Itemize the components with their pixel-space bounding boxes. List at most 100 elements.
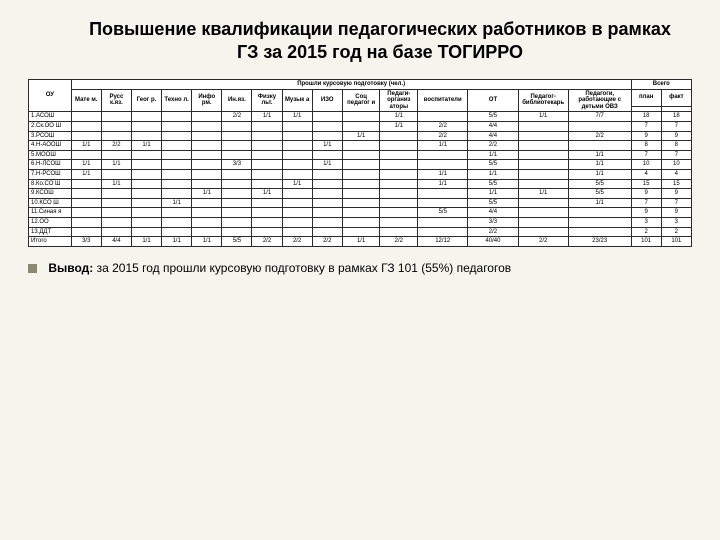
cell [222, 198, 252, 208]
plan-cell: 18 [631, 112, 661, 122]
table-head: ОУ Прошли курсовую подготовку (чел.) Все… [29, 80, 692, 112]
plan-cell: 3 [631, 217, 661, 227]
row-label: 11.Синая я [29, 208, 72, 218]
cell [282, 169, 312, 179]
table-row: 1.АСОШ2/21/11/11/15/51/17/71818 [29, 112, 692, 122]
cell [342, 227, 380, 237]
cell [162, 141, 192, 151]
cell: 5/5 [468, 112, 518, 122]
cell: 1/1 [342, 237, 380, 247]
cell: 3/3 [468, 217, 518, 227]
cell [162, 189, 192, 199]
cell: 2/2 [252, 237, 282, 247]
cell [131, 217, 161, 227]
cell [252, 160, 282, 170]
cell: 1/1 [71, 160, 101, 170]
table-row: Итого3/34/41/11/11/15/52/22/22/21/12/212… [29, 237, 692, 247]
th-c6: Физку льт. [252, 89, 282, 112]
cell [418, 227, 468, 237]
cell [252, 208, 282, 218]
cell [282, 217, 312, 227]
cell [380, 198, 418, 208]
cell [312, 112, 342, 122]
cell [282, 150, 312, 160]
cell [192, 141, 222, 151]
cell [192, 169, 222, 179]
cell [252, 217, 282, 227]
row-label: 10.КСО Ш [29, 198, 72, 208]
cell [342, 198, 380, 208]
cell [518, 169, 568, 179]
cell: 23/23 [568, 237, 631, 247]
cell: 1/1 [282, 112, 312, 122]
cell [131, 121, 161, 131]
row-label: 7.Н-РСОШ [29, 169, 72, 179]
cell [380, 227, 418, 237]
row-label: 3.РСОШ [29, 131, 72, 141]
th-c11: воспитатели [418, 89, 468, 112]
cell: 2/2 [418, 121, 468, 131]
table-row: 10.КСО Ш1/15/51/177 [29, 198, 692, 208]
cell [342, 121, 380, 131]
cell [101, 198, 131, 208]
cell: 1/1 [252, 189, 282, 199]
cell [131, 169, 161, 179]
row-label: 12.ОО [29, 217, 72, 227]
fakt-cell: 9 [661, 189, 691, 199]
cell: 12/12 [418, 237, 468, 247]
table-row: 2.Ск.ОО Ш1/12/24/477 [29, 121, 692, 131]
cell [568, 227, 631, 237]
th-c3: Техно л. [162, 89, 192, 112]
cell [162, 121, 192, 131]
cell [252, 141, 282, 151]
cell [518, 198, 568, 208]
cell [282, 189, 312, 199]
cell [131, 160, 161, 170]
th-c14: Педагоги, работающие с детьми ОВЗ [568, 89, 631, 112]
cell: 2/2 [468, 141, 518, 151]
th-c12: ОТ [468, 89, 518, 112]
cell [342, 150, 380, 160]
table-row: 12.ОО3/333 [29, 217, 692, 227]
cell: 5/5 [418, 208, 468, 218]
cell [252, 150, 282, 160]
cell [518, 160, 568, 170]
cell [418, 198, 468, 208]
th-plan: план [631, 89, 661, 106]
cell [312, 179, 342, 189]
th-total: Всего [631, 80, 691, 90]
fakt-cell: 18 [661, 112, 691, 122]
fakt-cell: 7 [661, 198, 691, 208]
cell: 1/1 [568, 160, 631, 170]
table-row: 11.Синая я5/54/499 [29, 208, 692, 218]
table-body: 1.АСОШ2/21/11/11/15/51/17/718182.Ск.ОО Ш… [29, 112, 692, 246]
cell [131, 179, 161, 189]
plan-cell: 15 [631, 179, 661, 189]
plan-cell: 9 [631, 189, 661, 199]
cell [342, 189, 380, 199]
th-c4: Инфо рм. [192, 89, 222, 112]
fakt-cell: 10 [661, 160, 691, 170]
th-ou: ОУ [29, 80, 72, 112]
cell [192, 150, 222, 160]
cell [252, 179, 282, 189]
cell [380, 217, 418, 227]
cell: 2/2 [282, 237, 312, 247]
cell: 1/1 [518, 112, 568, 122]
cell [101, 121, 131, 131]
cell [222, 121, 252, 131]
plan-cell: 9 [631, 208, 661, 218]
cell [192, 131, 222, 141]
cell [282, 121, 312, 131]
cell [380, 208, 418, 218]
cell [162, 208, 192, 218]
cell: 3/3 [222, 160, 252, 170]
cell [162, 179, 192, 189]
table-row: 9.КСОШ1/11/11/11/15/599 [29, 189, 692, 199]
cell [101, 217, 131, 227]
cell [222, 227, 252, 237]
cell [71, 217, 101, 227]
cell [101, 131, 131, 141]
cell [380, 169, 418, 179]
cell [380, 160, 418, 170]
